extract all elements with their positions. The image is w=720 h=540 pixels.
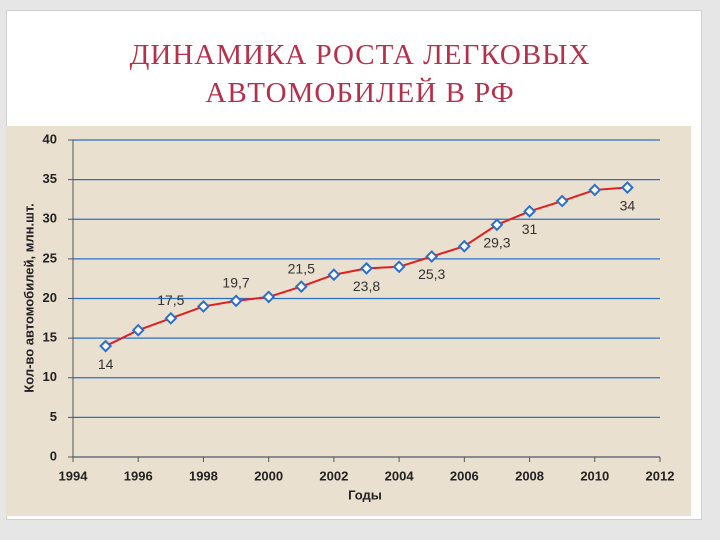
data-label: 14: [98, 356, 114, 372]
data-label: 23,8: [353, 278, 380, 294]
data-point: [392, 260, 406, 274]
y-tick-label: 40: [43, 131, 57, 146]
x-axis-label: Годы: [348, 487, 382, 502]
x-tick-label: 2004: [385, 468, 415, 483]
data-point: [425, 250, 439, 263]
data-point: [523, 204, 536, 218]
y-tick-label: 35: [43, 171, 57, 186]
x-tick-label: 1996: [124, 468, 153, 483]
data-point: [229, 294, 243, 308]
data-point: [131, 323, 145, 337]
data-label: 19,7: [222, 275, 249, 291]
data-point: [197, 300, 210, 313]
data-point: [164, 311, 178, 325]
data-label: 29,3: [483, 235, 510, 251]
data-point: [294, 280, 308, 294]
chart-background: [6, 126, 691, 516]
y-tick-label: 5: [50, 409, 57, 424]
y-tick-label: 10: [43, 369, 57, 384]
chart-title: ДИНАМИКА РОСТА ЛЕГКОВЫХ АВТОМОБИЛЕЙ В РФ: [129, 39, 591, 109]
y-tick-label: 0: [50, 448, 57, 463]
data-point: [588, 183, 602, 197]
y-tick-label: 30: [43, 211, 57, 226]
x-tick-label: 2012: [646, 468, 675, 483]
data-point: [490, 218, 504, 232]
data-point: [555, 194, 569, 208]
x-tick-label: 2002: [319, 468, 348, 483]
data-point: [327, 268, 341, 282]
x-tick-label: 2000: [254, 468, 283, 483]
data-point: [457, 239, 471, 253]
data-label: 34: [620, 197, 636, 213]
x-tick-label: 2008: [515, 468, 544, 483]
y-tick-label: 25: [43, 250, 57, 265]
x-tick-label: 2006: [450, 468, 479, 483]
data-point: [360, 261, 373, 275]
data-label: 17,5: [157, 292, 184, 308]
y-tick-label: 20: [43, 290, 57, 305]
x-tick-label: 1998: [189, 468, 218, 483]
data-label: 31: [522, 221, 538, 237]
y-tick-label: 15: [43, 330, 57, 345]
data-point: [262, 290, 276, 304]
data-point: [620, 181, 634, 194]
data-label: 25,3: [418, 266, 445, 282]
data-label: 21,5: [288, 260, 315, 276]
y-axis-label: Кол-во автомобилей, млн.шт.: [21, 203, 36, 392]
x-tick-label: 1994: [59, 468, 89, 483]
x-tick-label: 2010: [580, 468, 609, 483]
data-point: [99, 339, 113, 353]
